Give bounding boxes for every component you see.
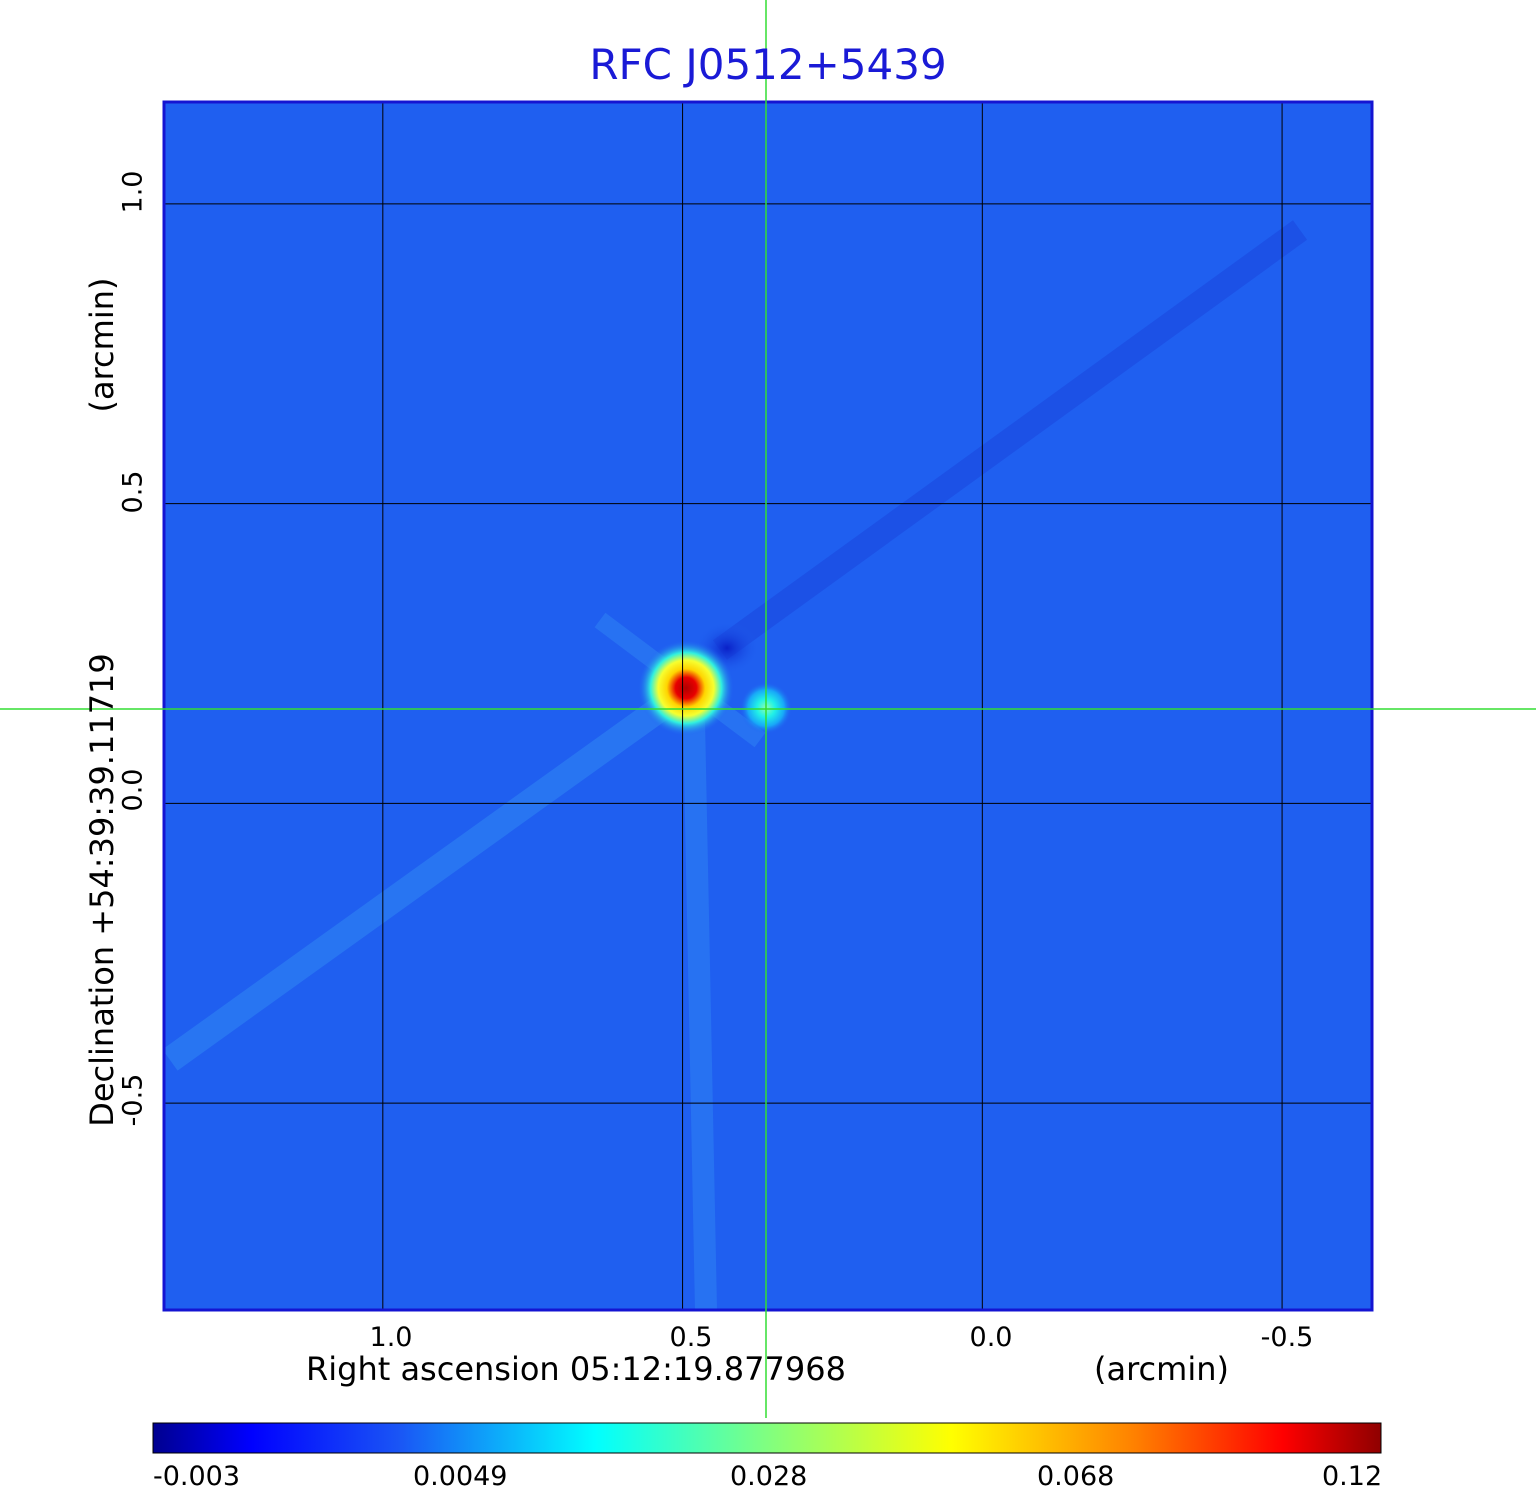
colorbar xyxy=(152,1422,1382,1454)
chart-title: RFC J0512+5439 xyxy=(589,40,947,89)
x-tick-label: 1.0 xyxy=(369,1322,413,1353)
x-axis-unit: (arcmin) xyxy=(1094,1350,1229,1388)
x-tick-label: 0.5 xyxy=(669,1322,713,1353)
colorbar-tick-label: 0.068 xyxy=(1037,1461,1115,1492)
radio-image xyxy=(164,102,1372,1310)
colorbar-tick-label: 0.028 xyxy=(730,1461,808,1492)
plot-frame xyxy=(162,100,1374,1312)
x-axis-label: Right ascension 05:12:19.877968 xyxy=(306,1350,846,1388)
y-axis-label: Declination +54:39:39.11719 xyxy=(83,653,121,1127)
y-axis-unit: (arcmin) xyxy=(83,277,121,413)
x-tick-label: -0.5 xyxy=(1260,1322,1314,1353)
y-tick-label: 0.0 xyxy=(117,768,149,812)
colorbar-tick-label: -0.003 xyxy=(153,1461,241,1492)
y-tick-label: 1.0 xyxy=(117,170,149,214)
y-tick-label: -0.5 xyxy=(117,1073,149,1127)
x-tick-label: 0.0 xyxy=(969,1322,1013,1353)
source-bright xyxy=(638,640,734,736)
colorbar-tick-label: 0.12 xyxy=(1322,1461,1383,1492)
colorbar-tick-label: 0.0049 xyxy=(413,1461,508,1492)
y-tick-label: 0.5 xyxy=(117,470,149,514)
coordinate-grid xyxy=(164,102,1372,1310)
